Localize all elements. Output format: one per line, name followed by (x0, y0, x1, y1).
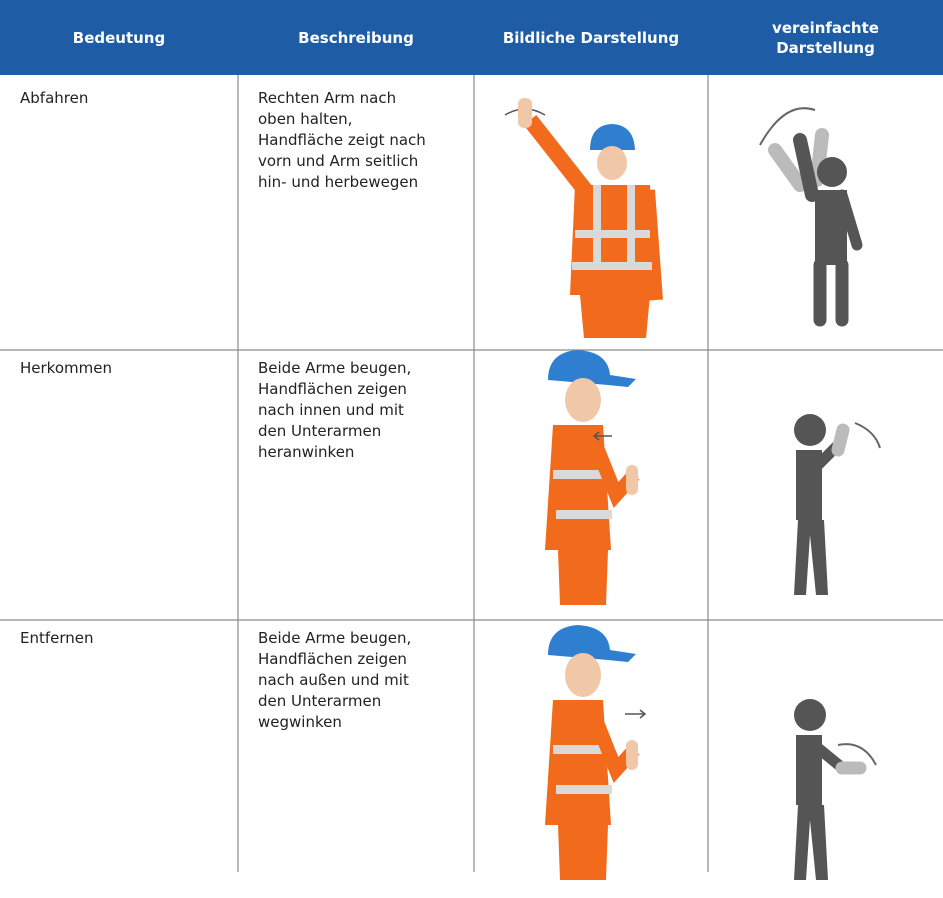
text-line: den Unterarmen (258, 692, 382, 710)
pictogram (794, 699, 877, 880)
text-line: vorn und Arm seitlich (258, 152, 419, 170)
text-line: Bildliche Darstellung (502, 28, 680, 47)
description-cell: Beide Arme beugen, Handflächen zeigen nach… (258, 358, 411, 463)
worker-illustration (545, 350, 638, 605)
text-line: Handfläche zeigt nach (258, 131, 426, 149)
text-line: wegwinken (258, 713, 342, 731)
text-line: Abfahren (20, 89, 89, 107)
header-cell: vereinfachte Darstellung (708, 0, 943, 75)
worker-illustration (504, 98, 663, 338)
text-line: Handflächen zeigen (258, 650, 407, 668)
text-line: Darstellung (776, 38, 875, 57)
meaning-cell: Abfahren (20, 88, 88, 109)
meaning-cell: Entfernen (20, 628, 94, 649)
text-line: Rechten Arm nach (258, 89, 397, 107)
text-line: Entfernen (20, 629, 94, 647)
header-cell: Beschreibung (238, 0, 474, 75)
text-line: hin- und herbewegen (258, 173, 419, 191)
text-line: Bedeutung (72, 28, 166, 47)
text-line: Handflächen zeigen (258, 380, 407, 398)
pictogram (794, 414, 881, 595)
header-cell: Bedeutung (0, 0, 238, 75)
text-line: heranwinken (258, 443, 355, 461)
description-cell: Rechten Arm nach oben halten, Handfläche z… (258, 88, 426, 193)
text-line: Herkommen (20, 359, 112, 377)
text-line: oben halten, (258, 110, 353, 128)
text-line: Beide Arme beugen, (258, 629, 412, 647)
description-cell: Beide Arme beugen, Handflächen zeigen nach… (258, 628, 411, 733)
text-line: Beschreibung (298, 28, 414, 47)
text-line: vereinfachte (772, 18, 879, 37)
header-cell: Bildliche Darstellung (474, 0, 708, 75)
text-line: den Unterarmen (258, 422, 382, 440)
pictogram (759, 107, 863, 327)
text-line: Beide Arme beugen, (258, 359, 412, 377)
text-line: nach innen und mit (258, 401, 404, 419)
text-line: nach außen und mit (258, 671, 409, 689)
meaning-cell: Herkommen (20, 358, 112, 379)
grid (0, 75, 943, 872)
worker-illustration (545, 625, 647, 880)
